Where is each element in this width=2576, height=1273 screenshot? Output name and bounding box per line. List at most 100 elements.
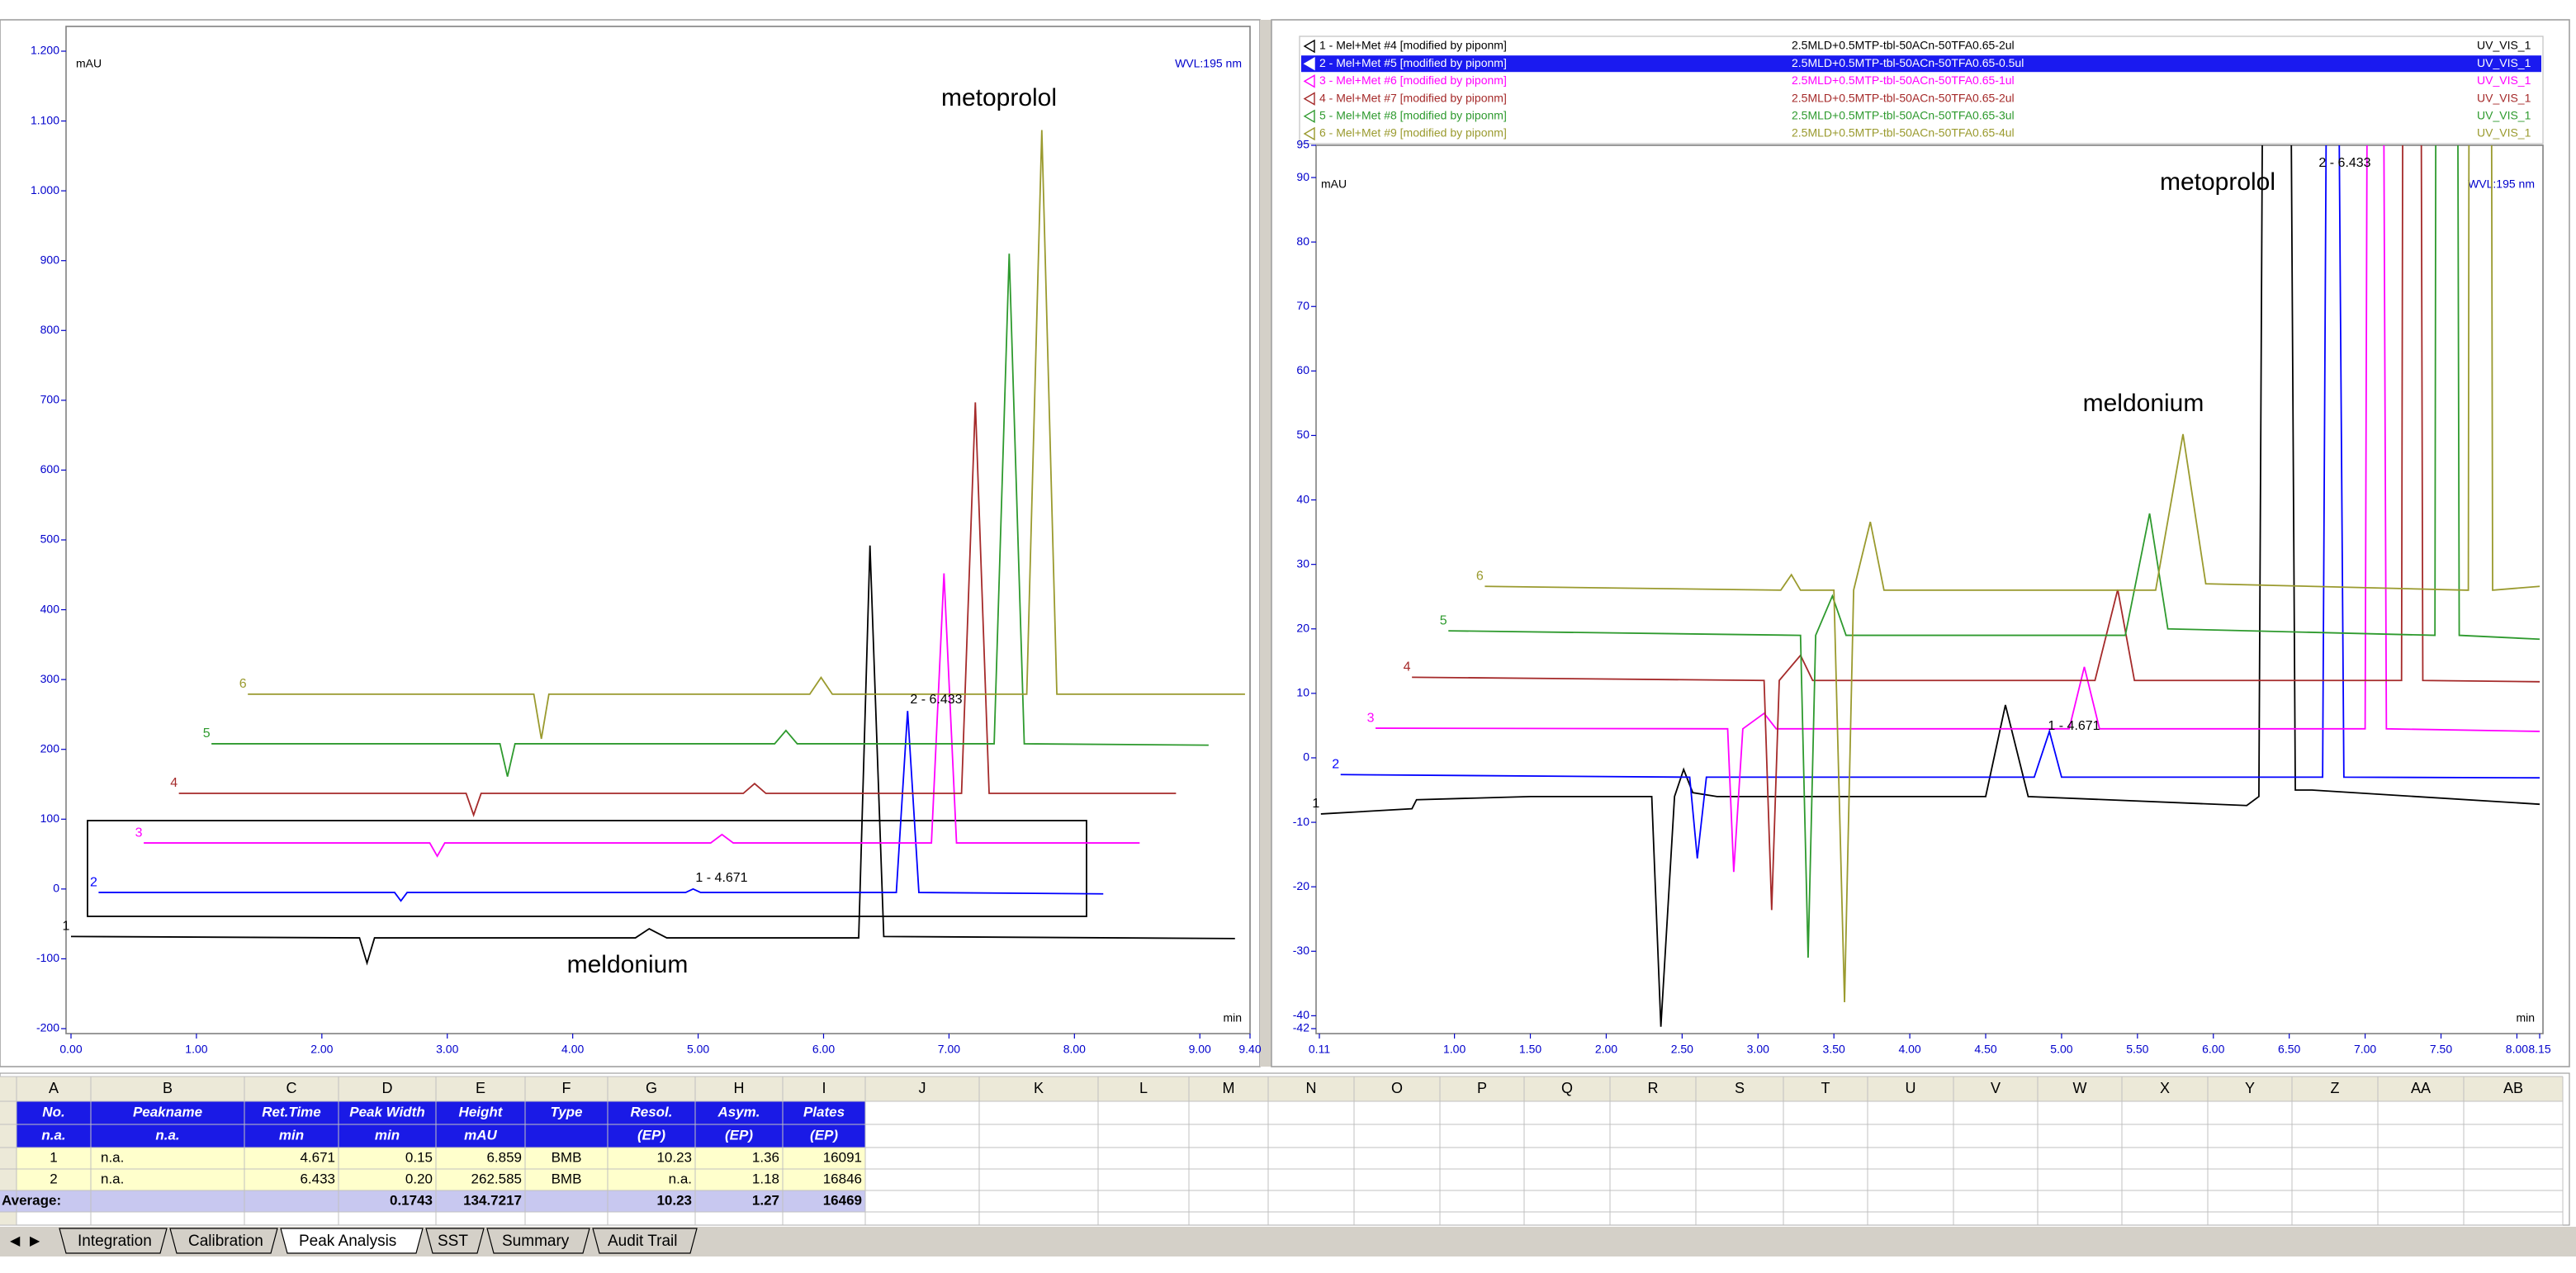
legend-marker [1303, 74, 1315, 88]
tab-label[interactable]: Calibration [188, 1233, 263, 1250]
trace-label: 2 [90, 875, 97, 889]
trace [211, 253, 1209, 777]
legend-name: 5 - Mel+Met #8 [modified by piponm] [1319, 109, 1507, 122]
y-tick-label: 200 [40, 741, 60, 755]
legend-channel: UV_VIS_1 [2477, 73, 2531, 87]
trace-label: 3 [1367, 711, 1375, 725]
legend-name: 1 - Mel+Met #4 [modified by piponm] [1319, 39, 1507, 52]
tab-scroll-right[interactable]: ▶ [30, 1234, 40, 1248]
annotation: 1 - 4.671 [2048, 719, 2100, 733]
y-tick-label: 20 [1296, 621, 1309, 634]
cell: n.a. [669, 1171, 692, 1186]
annotation: metoprolol [2160, 168, 2275, 196]
wavelength: WVL:195 nm [1175, 57, 1242, 70]
cell: BMB [552, 1149, 582, 1165]
tab[interactable] [59, 1228, 168, 1254]
legend-sample: 2.5MLD+0.5MTP-tbl-50ACn-50TFA0.65-2ul [1792, 39, 2015, 52]
header-unit: mAU [464, 1127, 497, 1143]
cell: 262.585 [471, 1171, 522, 1186]
trace [1340, 145, 2540, 859]
y-tick-label: 95 [1296, 138, 1309, 151]
tab[interactable] [486, 1228, 590, 1254]
y-tick-label: -200 [36, 1021, 59, 1034]
header-unit: (EP) [725, 1127, 753, 1143]
traces [1320, 145, 2540, 1027]
x-tick-label: 5.00 [687, 1043, 709, 1056]
plot-frame [65, 26, 1251, 1034]
cell: n.a. [101, 1171, 124, 1186]
tab[interactable] [169, 1228, 278, 1254]
y-unit: mAU [1321, 177, 1347, 191]
column-letter: Q [1561, 1080, 1573, 1096]
tab-label[interactable]: Peak Analysis [299, 1233, 396, 1250]
x-tick-label: 3.50 [1823, 1043, 1845, 1056]
average-label: Average: [2, 1192, 61, 1208]
column-letter: A [49, 1080, 59, 1096]
tab-label[interactable]: Audit Trail [608, 1233, 677, 1250]
column-letter: F [562, 1080, 571, 1096]
x-tick-label: 5.00 [2050, 1043, 2072, 1056]
y-tick-label: 900 [40, 253, 60, 266]
x-tick-label: 4.00 [1898, 1043, 1920, 1056]
legend-frame [1299, 35, 2544, 144]
column-header-bg [0, 1077, 2563, 1101]
annotation: 1 - 4.671 [695, 871, 747, 885]
annotation: meldonium [567, 951, 689, 978]
column-letter: W [2073, 1080, 2087, 1096]
tab-label[interactable]: Integration [78, 1233, 152, 1250]
header-unit: min [375, 1127, 400, 1143]
y-tick-label: -20 [1293, 879, 1309, 892]
trace [1448, 145, 2540, 958]
header-unit: n.a. [41, 1127, 65, 1143]
y-tick-label: 400 [40, 602, 60, 615]
trace [178, 402, 1177, 817]
cell: BMB [552, 1171, 582, 1186]
y-tick-label: 300 [40, 672, 60, 685]
cell: 6.859 [486, 1149, 522, 1165]
column-letter: S [1735, 1080, 1745, 1096]
y-tick-label: 70 [1296, 299, 1309, 312]
y-tick-label: 1.200 [31, 44, 59, 57]
legend-name: 4 - Mel+Met #7 [modified by piponm] [1319, 91, 1507, 104]
x-unit: min [1223, 1011, 1242, 1025]
legend-sample: 2.5MLD+0.5MTP-tbl-50ACn-50TFA0.65-2ul [1792, 91, 2015, 104]
column-letter: D [382, 1080, 393, 1096]
y-tick-label: -100 [36, 951, 59, 964]
legend-sample: 2.5MLD+0.5MTP-tbl-50ACn-50TFA0.65-3ul [1792, 109, 2015, 122]
x-tick-label: 1.00 [185, 1043, 207, 1056]
tab[interactable] [592, 1228, 698, 1254]
tab-active[interactable] [280, 1228, 424, 1254]
annotation: metoprolol [941, 84, 1057, 111]
average-cell: 1.27 [752, 1192, 779, 1208]
splitter[interactable] [1260, 20, 1271, 1067]
annotation: 2 - 6.433 [910, 693, 962, 707]
y-tick-label: 600 [40, 462, 60, 476]
trace-label: 6 [239, 677, 247, 691]
y-tick-label: 1.000 [31, 183, 59, 196]
tab-label[interactable]: Summary [502, 1233, 570, 1250]
header-unit: min [279, 1127, 304, 1143]
header-unit: (EP) [637, 1127, 665, 1143]
column-letter: T [1821, 1080, 1830, 1096]
trace [1412, 145, 2540, 911]
y-tick-label: 40 [1296, 492, 1309, 505]
cell: 1.36 [752, 1149, 779, 1165]
column-letter: P [1477, 1080, 1487, 1096]
right-panel [1271, 19, 2570, 1067]
column-letter: E [476, 1080, 485, 1096]
header-title: Peakname [133, 1104, 202, 1119]
tab-label[interactable]: SST [438, 1233, 468, 1250]
y-tick-label: 1.100 [31, 113, 59, 126]
zoom-box [87, 820, 1087, 917]
legend-channel: UV_VIS_1 [2477, 126, 2531, 140]
y-tick-label: 30 [1296, 556, 1309, 570]
tab[interactable] [425, 1228, 485, 1254]
trace-label: 6 [1476, 569, 1484, 583]
column-letter: Y [2245, 1080, 2255, 1096]
cell: 10.23 [656, 1149, 692, 1165]
column-letter: G [646, 1080, 657, 1096]
x-tick-label: 0.11 [1309, 1043, 1330, 1056]
x-tick-label: 0.00 [59, 1043, 82, 1056]
tab-scroll-left[interactable]: ◀ [10, 1234, 21, 1248]
x-tick-label: 1.00 [1443, 1043, 1466, 1056]
